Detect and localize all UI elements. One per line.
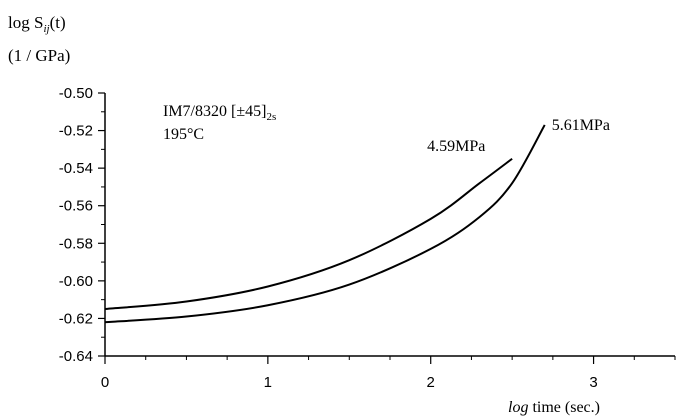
y-tick-label: -0.54	[59, 160, 93, 177]
y-axis-unit: (1 / GPa)	[8, 46, 70, 65]
x-tick-label: 1	[264, 374, 272, 391]
y-tick-label: -0.56	[59, 198, 93, 215]
x-tick-label: 3	[589, 374, 597, 391]
y-tick-label: -0.52	[59, 123, 93, 140]
series-line-1	[104, 157, 513, 311]
x-axis-title-rest: time (sec.)	[528, 399, 600, 416]
y-tick-label: -0.64	[59, 348, 93, 365]
y-axis-title-subscript: ij	[43, 23, 49, 35]
y-axis-title: log Sij(t)	[8, 13, 66, 35]
y-axis-title-tail: (t)	[50, 13, 66, 32]
x-axis-title-italic: log	[508, 399, 528, 416]
material-annotation: IM7/8320 [±45]2s	[163, 103, 276, 123]
series-label-1: 4.59MPa	[427, 138, 485, 155]
x-axis-title: log time (sec.)	[508, 399, 600, 416]
y-tick-label: -0.58	[59, 235, 93, 252]
y-tick-label: -0.62	[59, 310, 93, 327]
material-annotation-main: IM7/8320 [±45]	[163, 103, 266, 120]
plot-layer: -0.64 -0.62 -0.60 -0.58 -0.56 -0.54 -0.52 -0.50…	[59, 85, 676, 391]
temperature-annotation: 195°C	[163, 126, 204, 143]
x-tick-label: 2	[427, 374, 435, 391]
x-tick-label: 0	[101, 374, 109, 391]
y-tick-label: -0.60	[59, 273, 93, 290]
series-label-2: 5.61MPa	[552, 117, 610, 134]
material-annotation-subscript: 2s	[266, 111, 276, 123]
y-tick-label: -0.50	[59, 85, 93, 102]
series-line-2	[104, 124, 546, 324]
y-axis-title-main: log S	[8, 13, 43, 32]
